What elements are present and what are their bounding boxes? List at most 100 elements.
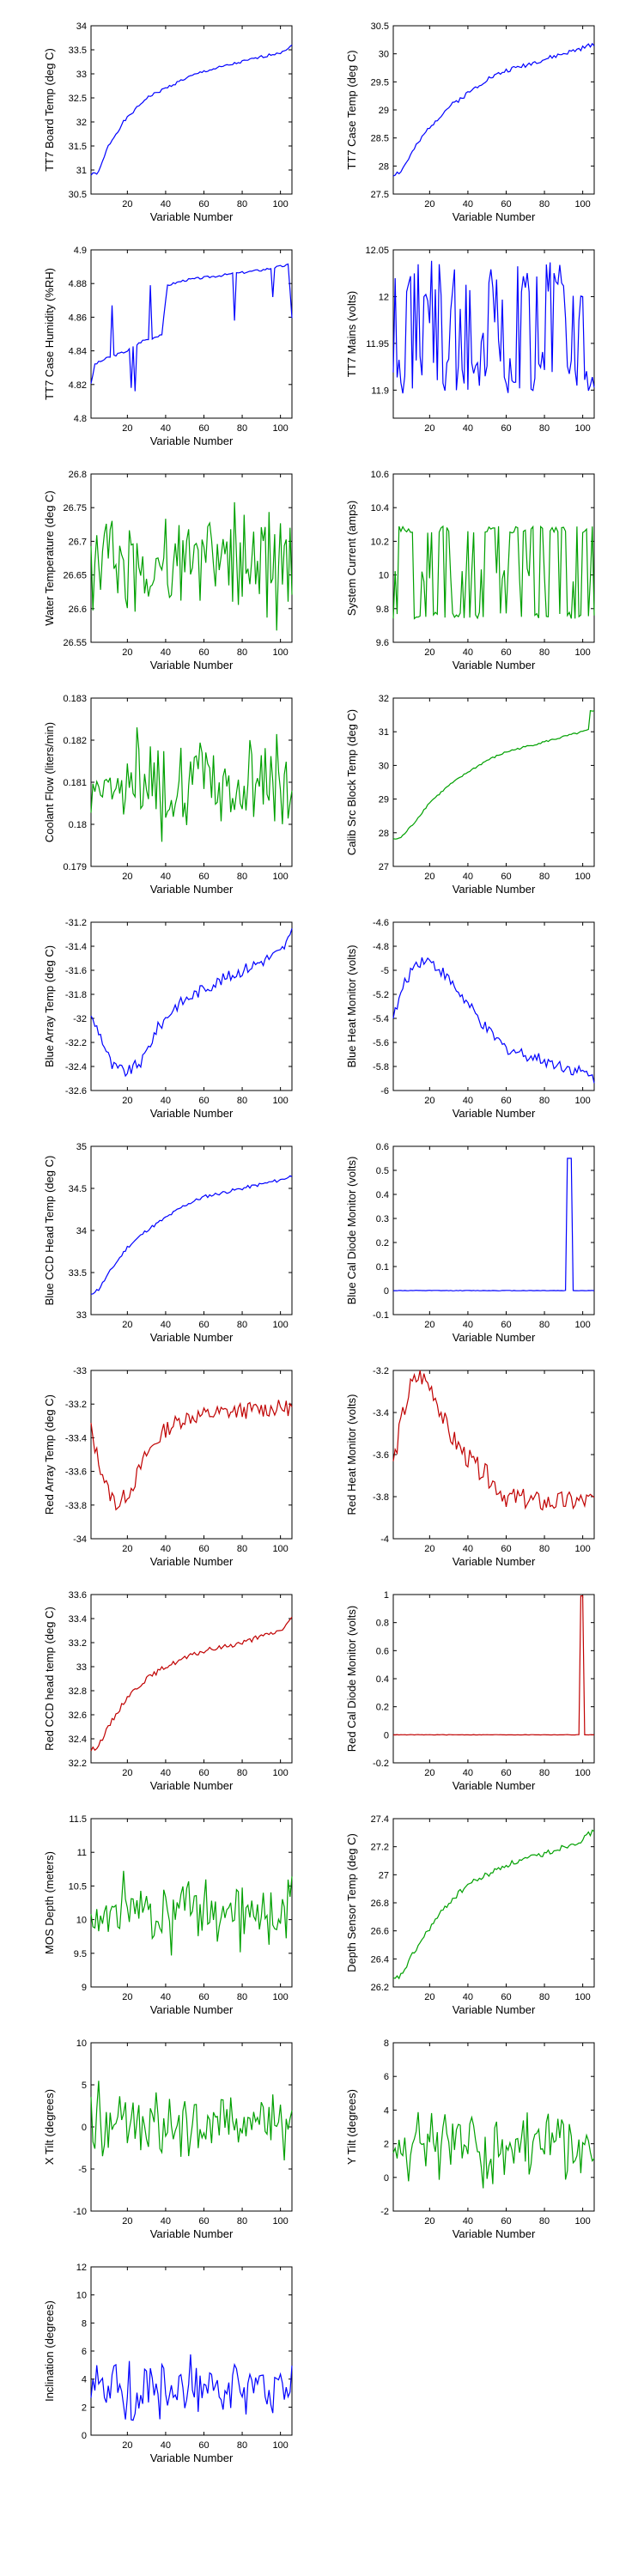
series-line: [392, 1829, 595, 1980]
y-tick-label: 35: [76, 1142, 87, 1152]
x-tick-label: 20: [424, 2216, 434, 2227]
x-tick-label: 80: [237, 1320, 247, 1330]
y-tick-label: 12.05: [365, 246, 389, 256]
x-tick-label: 100: [272, 647, 288, 658]
y-tick-label: -31.4: [65, 942, 87, 952]
x-tick-label: 100: [574, 423, 590, 434]
y-axis-label: Red Heat Monitor (volts): [345, 1394, 358, 1516]
series-line: [90, 44, 293, 176]
y-tick-label: 32.4: [69, 1735, 87, 1745]
x-tick-label: 100: [272, 423, 288, 434]
x-tick-label: 20: [122, 872, 132, 882]
x-tick-label: 60: [198, 423, 209, 434]
plot-frame: [392, 1145, 595, 1315]
plot-frame: [90, 249, 293, 419]
y-tick-label: 32.8: [69, 1686, 87, 1697]
subplot-9: 20 40 60 80 100 -32.6 -32.4 -32.2 -32 -31.8 -31.6 -…: [43, 918, 293, 1120]
y-tick-label: 10.5: [69, 1881, 87, 1892]
x-tick-label: 20: [122, 1544, 132, 1554]
y-tick-label: -32.2: [65, 1038, 87, 1048]
plot-frame: [392, 1594, 595, 1764]
y-tick-label: 12: [76, 2263, 87, 2273]
y-tick-label: -31.2: [65, 918, 87, 928]
y-tick-label: 4: [82, 2375, 87, 2385]
series-line: [90, 1616, 293, 1752]
y-tick-label: 29.5: [371, 77, 389, 88]
plot-frame: [90, 1145, 293, 1315]
series-line: [392, 1157, 595, 1291]
x-tick-label: 40: [161, 423, 171, 434]
subplot-15: 20 40 60 80 100 32.2 32.4 32.6 32.8 33 33.2 33.4 33.…: [43, 1590, 293, 1792]
y-tick-label: -0.2: [373, 1759, 389, 1769]
series-line: [90, 2354, 293, 2421]
x-tick-label: 60: [501, 872, 511, 882]
y-axis-label: MOS Depth (meters): [43, 1851, 56, 1954]
subplot-7: 20 40 60 80 100 0.179 0.18 0.181 0.182 0.183 Varia…: [43, 694, 293, 896]
y-tick-label: 30: [379, 50, 389, 60]
y-tick-label: 31.5: [69, 142, 87, 152]
y-tick-label: 33.5: [69, 46, 87, 56]
y-axis-label: Red CCD head temp (deg C): [43, 1607, 56, 1751]
x-axis-label: Variable Number: [453, 659, 536, 671]
y-axis-label: Blue Heat Monitor (volts): [345, 945, 358, 1067]
x-tick-label: 20: [424, 423, 434, 434]
subplot-4: 20 40 60 80 100 11.9 11.95 12 12.05 TT7 Mains (vo…: [345, 246, 595, 434]
y-tick-label: 26.65: [63, 571, 87, 581]
x-tick-label: 80: [539, 1544, 550, 1554]
plot-frame: [392, 25, 595, 195]
y-tick-label: 26.6: [371, 1927, 389, 1937]
x-tick-label: 100: [272, 1320, 288, 1330]
x-tick-label: 80: [237, 2216, 247, 2227]
subplot-16: 20 40 60 80 100 -0.2 0 0.2 0.4 0.6 0.8 1 Variable Nu…: [345, 1590, 595, 1792]
x-tick-label: 60: [501, 2216, 511, 2227]
x-tick-label: 40: [161, 199, 171, 210]
plot-frame: [392, 473, 595, 643]
y-axis-label: Blue Array Temp (deg C): [43, 945, 56, 1067]
y-tick-label: 0: [82, 2431, 87, 2441]
x-tick-label: 40: [161, 2440, 171, 2451]
subplot-8: 20 40 60 80 100 27 28 29 30 31 32 Variable Number Ca…: [345, 694, 595, 896]
x-tick-label: 60: [198, 647, 209, 658]
x-axis-label: Variable Number: [150, 1331, 234, 1344]
x-tick-label: 100: [574, 1096, 590, 1106]
plot-frame: [90, 2042, 293, 2212]
subplot-6: 20 40 60 80 100 9.6 9.8 10 10.2 10.4 10.6 Variable …: [345, 470, 595, 671]
series-line: [392, 260, 595, 394]
y-tick-label: 26.6: [69, 605, 87, 615]
x-tick-label: 60: [501, 199, 511, 210]
x-tick-label: 40: [161, 1992, 171, 2002]
y-tick-label: -33.6: [65, 1467, 87, 1478]
x-axis-label: Variable Number: [453, 1107, 536, 1120]
x-tick-label: 40: [463, 199, 473, 210]
x-tick-label: 60: [501, 1992, 511, 2002]
x-axis-label: Variable Number: [453, 210, 536, 223]
y-tick-label: 34: [76, 1226, 87, 1236]
y-tick-label: 30: [379, 761, 389, 771]
y-axis-label: Red Array Temp (deg C): [43, 1394, 56, 1515]
x-tick-label: 20: [424, 1320, 434, 1330]
x-tick-label: 40: [161, 647, 171, 658]
x-tick-label: 80: [539, 1768, 550, 1778]
y-axis-label: Water Temperature (deg C): [43, 490, 56, 626]
series-line: [392, 525, 595, 620]
subplot-10: 20 40 60 80 100 -6 -5.8 -5.6 -5.4 -5.2 -5 -4.8 -4.6 V…: [345, 918, 595, 1120]
y-tick-label: 12: [379, 292, 389, 302]
y-tick-label: 26.8: [69, 470, 87, 480]
y-tick-label: 4.82: [69, 380, 87, 391]
y-tick-label: 0.183: [63, 694, 87, 704]
x-tick-label: 40: [161, 2216, 171, 2227]
x-tick-label: 100: [272, 872, 288, 882]
x-tick-label: 80: [237, 2440, 247, 2451]
y-axis-label: TT7 Mains (volts): [345, 291, 358, 377]
x-tick-label: 60: [198, 1992, 209, 2002]
y-tick-label: 10: [76, 2038, 87, 2049]
y-tick-label: -32.6: [65, 1086, 87, 1097]
y-tick-label: 4.8: [74, 414, 87, 424]
y-tick-label: -3.6: [373, 1450, 389, 1461]
x-tick-label: 100: [272, 1768, 288, 1778]
x-tick-label: 100: [272, 199, 288, 210]
y-axis-label: Blue Cal Diode Monitor (volts): [345, 1157, 358, 1305]
x-tick-label: 60: [198, 1544, 209, 1554]
x-tick-label: 80: [539, 647, 550, 658]
